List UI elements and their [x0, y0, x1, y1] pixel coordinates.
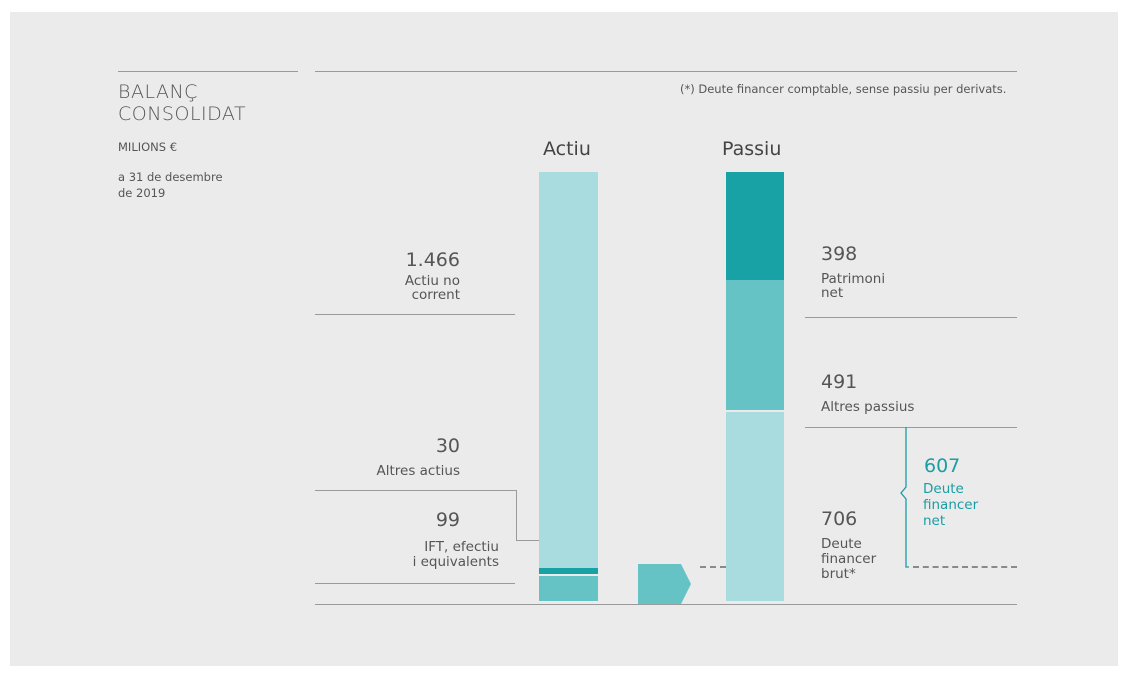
leader-altres-passius — [805, 427, 1017, 428]
chart-baseline — [315, 604, 1017, 605]
value-actiu-no-corrent: 1.466 — [405, 249, 460, 271]
leader-altres-actius-h2 — [516, 540, 539, 541]
column-header-actiu: Actiu — [543, 138, 591, 160]
sidebar-top-rule — [118, 71, 298, 72]
label-patrimoni-net-line1: Patrimoni — [821, 271, 886, 287]
leader-actiu-no-corrent — [315, 314, 515, 315]
bar-segment-deute-financer-brut — [726, 412, 784, 601]
date-label-line1: a 31 de desembre — [118, 170, 223, 184]
chart-title-line2: CONSOLIDAT — [118, 103, 247, 125]
column-header-passiu: Passiu — [722, 138, 782, 160]
label-ift-efectiu-line2: i equivalents — [412, 554, 499, 570]
bar-segment-patrimoni-net — [726, 172, 784, 280]
label-deute-financer-brut-line1: Deute — [821, 536, 862, 552]
value-deute-financer-brut: 706 — [821, 508, 858, 530]
label-altres-passius: Altres passius — [821, 399, 915, 415]
label-actiu-no-corrent-line1: Actiu no — [404, 273, 460, 289]
value-altres-passius: 491 — [821, 371, 858, 393]
label-deute-financer-brut-line3: brut* — [821, 566, 856, 582]
value-ift-efectiu: 99 — [435, 509, 460, 531]
value-deute-financer-net: 607 — [924, 455, 961, 477]
dashed-line-left — [700, 566, 726, 568]
net-debt-bracket — [900, 427, 909, 568]
label-patrimoni-net-line2: net — [821, 285, 844, 301]
bar-segment-ift-efectiu — [539, 576, 598, 601]
offset-arrow — [638, 564, 691, 604]
chart-top-rule — [315, 71, 1017, 72]
bar-segment-actiu-no-corrent — [539, 172, 598, 569]
label-actiu-no-corrent-line2: corrent — [411, 287, 460, 303]
label-altres-actius: Altres actius — [376, 463, 461, 479]
leader-altres-actius-h1 — [315, 490, 517, 491]
value-patrimoni-net: 398 — [821, 243, 858, 265]
leader-ift-efectiu — [315, 583, 515, 584]
bar-segment-altres-passius — [726, 279, 784, 411]
leader-patrimoni-net — [805, 317, 1017, 318]
label-deute-financer-net-line2: financer — [923, 497, 979, 513]
date-label-line2: de 2019 — [118, 186, 166, 200]
label-ift-efectiu-line1: IFT, efectiu — [424, 539, 499, 555]
dashed-line-right — [913, 566, 1017, 568]
chart-title-line1: BALANÇ — [118, 81, 198, 103]
label-deute-financer-brut-line2: financer — [821, 551, 877, 567]
leader-altres-actius-v — [516, 490, 517, 541]
label-deute-financer-net-line1: Deute — [923, 481, 964, 497]
bar-segment-altres-actius — [539, 568, 598, 575]
footnote: (*) Deute financer comptable, sense pass… — [680, 82, 1007, 96]
label-deute-financer-net-line3: net — [923, 513, 946, 529]
value-altres-actius: 30 — [435, 435, 460, 457]
units-label: MILIONS € — [118, 140, 178, 154]
